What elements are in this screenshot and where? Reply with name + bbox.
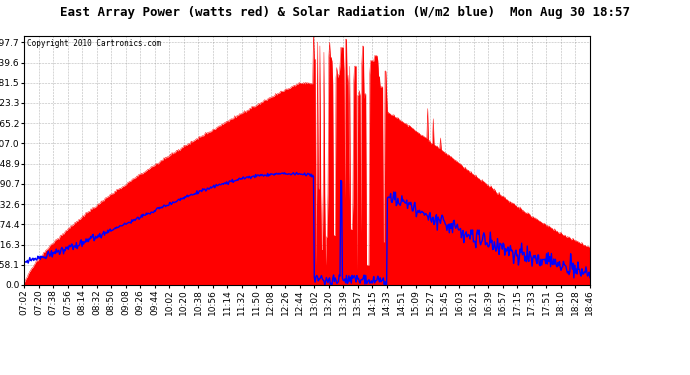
Text: East Array Power (watts red) & Solar Radiation (W/m2 blue)  Mon Aug 30 18:57: East Array Power (watts red) & Solar Rad… xyxy=(60,6,630,19)
Text: Copyright 2010 Cartronics.com: Copyright 2010 Cartronics.com xyxy=(27,39,161,48)
